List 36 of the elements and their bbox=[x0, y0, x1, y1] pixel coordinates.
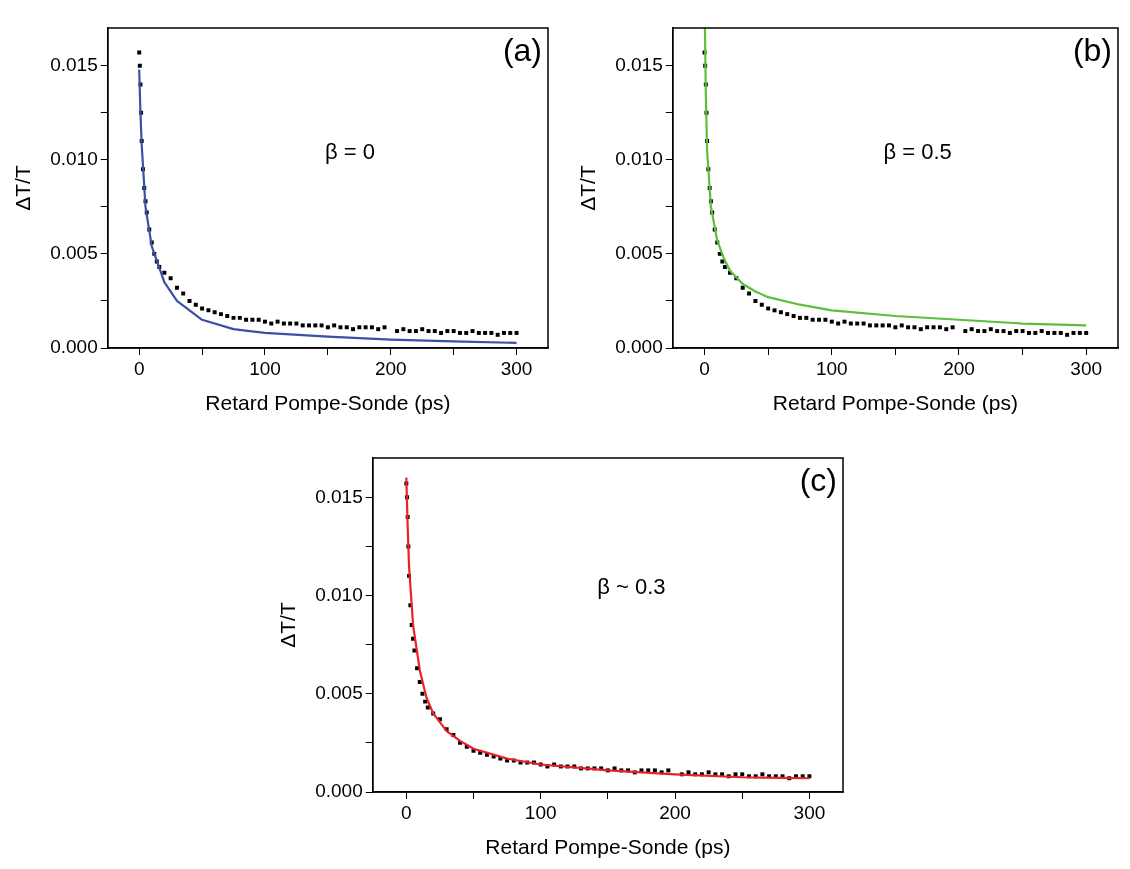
x-tick-label: 300 bbox=[1070, 357, 1103, 379]
x-axis-title: Retard Pompe-Sonde (ps) bbox=[205, 391, 451, 415]
x-tick-label: 0 bbox=[133, 357, 145, 379]
annotation: (a) bbox=[502, 31, 542, 68]
annotation: β = 0.5 bbox=[883, 138, 952, 164]
y-axis-title: ΔT/T bbox=[11, 165, 35, 211]
y-tick-label: 0.005 bbox=[315, 682, 363, 703]
y-tick-label: 0.000 bbox=[50, 336, 98, 358]
x-axis-title: Retard Pompe-Sonde (ps) bbox=[772, 391, 1018, 415]
y-tick-label: 0.015 bbox=[615, 53, 663, 75]
x-tick-label: 200 bbox=[943, 357, 975, 379]
x-tick-label: 200 bbox=[374, 357, 407, 379]
annotation: β ~ 0.3 bbox=[597, 574, 666, 600]
y-tick-label: 0.015 bbox=[50, 53, 98, 75]
x-tick-label: 0 bbox=[699, 357, 710, 379]
y-axis-title: ΔT/T bbox=[576, 165, 600, 211]
x-tick-label: 0 bbox=[401, 801, 412, 823]
x-tick-label: 300 bbox=[500, 357, 533, 379]
y-tick-label: 0.015 bbox=[315, 485, 363, 507]
y-tick-label: 0.010 bbox=[50, 148, 98, 169]
annotation: β = 0 bbox=[324, 138, 375, 164]
y-tick-label: 0.000 bbox=[315, 780, 363, 802]
y-tick-label: 0.010 bbox=[315, 583, 363, 605]
x-tick-label: 300 bbox=[793, 801, 826, 823]
x-tick-label: 100 bbox=[524, 801, 557, 823]
y-tick-label: 0.005 bbox=[50, 242, 98, 264]
x-tick-label: 100 bbox=[815, 357, 848, 379]
annotation: (b) bbox=[1072, 31, 1112, 68]
x-axis-title: Retard Pompe-Sonde (ps) bbox=[485, 835, 731, 859]
x-tick-label: 200 bbox=[659, 801, 691, 823]
x-tick-label: 100 bbox=[249, 357, 281, 379]
y-tick-label: 0.005 bbox=[615, 242, 663, 264]
y-tick-label: 0.000 bbox=[615, 336, 663, 358]
annotation: (c) bbox=[799, 461, 837, 498]
y-tick-label: 0.010 bbox=[615, 148, 663, 169]
y-axis-title: ΔT/T bbox=[276, 602, 300, 648]
